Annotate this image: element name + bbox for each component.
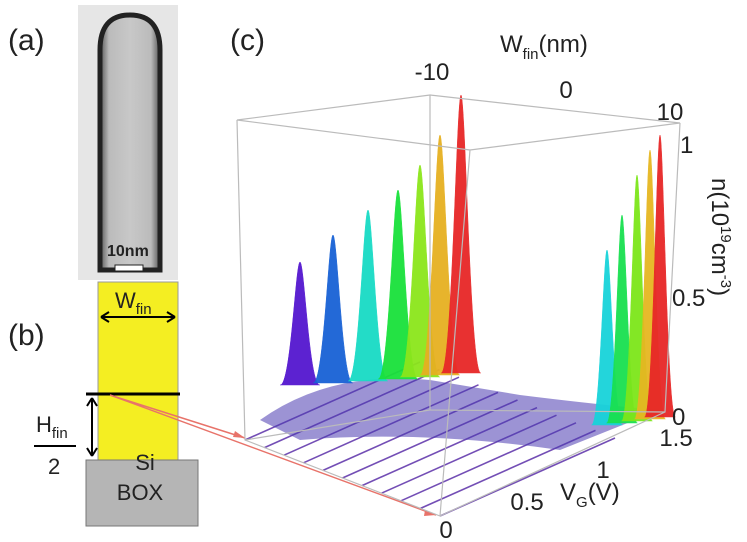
box-label: BOX [117, 480, 164, 505]
panel-label: (c) [230, 24, 265, 57]
peak [644, 134, 676, 418]
box-layer [85, 459, 199, 527]
surface-floor [260, 378, 660, 450]
panel-label: (a) [8, 24, 45, 57]
w-axis-symbol: W [500, 31, 523, 58]
fin-image [97, 12, 163, 273]
n-axis-close: ) [706, 288, 733, 296]
v-axis-subscript: G [576, 494, 588, 511]
w-axis-unit: (nm) [539, 31, 588, 58]
v-axis-title: VG(V) [560, 479, 620, 511]
peak [279, 261, 321, 386]
surface-plot [244, 94, 676, 517]
n-axis-unit: cm [706, 243, 733, 275]
peak [440, 94, 482, 374]
n-axis-title: n(1019cm-3) [706, 178, 734, 296]
v-tick: 1.5 [659, 425, 692, 452]
n-axis-symbol: n(10 [706, 178, 733, 226]
height-subscript: fin [52, 425, 68, 442]
silicon-fin [97, 281, 179, 461]
w-axis-subscript: fin [523, 46, 539, 63]
v-tick: 0.5 [510, 489, 543, 516]
w-tick: 10 [657, 99, 684, 126]
width-symbol: W [115, 288, 136, 313]
w-axis-title: Wfin(nm) [500, 31, 588, 63]
height-label: Hfin [36, 412, 68, 442]
si-label: Si [135, 450, 155, 475]
v-axis-symbol: V [560, 479, 576, 506]
n-tick: 0.5 [672, 285, 705, 312]
height-symbol: H [36, 412, 52, 437]
panel-label: (b) [8, 319, 45, 352]
height-arrow [86, 397, 98, 457]
n-tick: 0 [672, 404, 685, 431]
w-tick: -10 [415, 59, 450, 86]
n-axis-exponent: 19 [717, 226, 734, 243]
plot-box [236, 94, 681, 517]
height-divisor: 2 [48, 454, 60, 479]
n-tick: 1 [680, 132, 693, 159]
v-axis-unit: (V) [588, 479, 620, 506]
peak [347, 209, 389, 382]
width-arrow [100, 311, 176, 323]
pointer-arrow [109, 394, 437, 516]
w-tick: 0 [559, 77, 572, 104]
peak [312, 234, 354, 384]
width-subscript: fin [136, 301, 152, 318]
v-tick: 0 [439, 517, 452, 542]
width-label: Wfin [115, 288, 152, 318]
scale-bar-label: 10nm [107, 243, 149, 260]
scale-bar [114, 264, 144, 272]
n-axis-unit-exponent: -3 [717, 275, 734, 288]
v-tick: 1 [596, 457, 609, 484]
